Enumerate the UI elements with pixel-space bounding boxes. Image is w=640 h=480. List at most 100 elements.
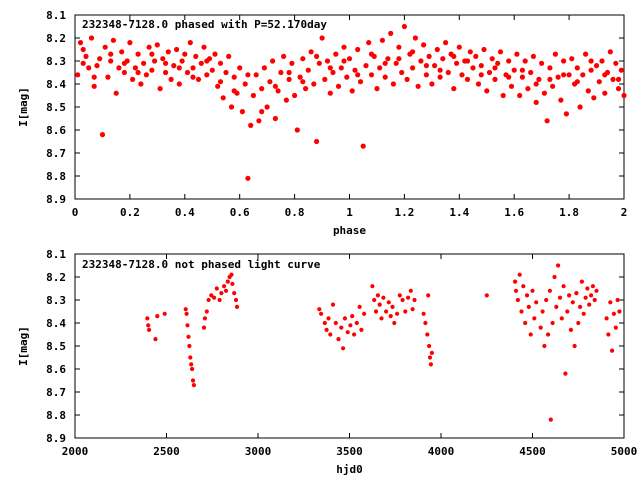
data-point xyxy=(508,83,515,89)
data-point xyxy=(335,83,342,89)
chart-title: 232348-7128.0 not phased light curve xyxy=(82,258,321,271)
data-point xyxy=(464,58,471,64)
data-point xyxy=(561,72,567,78)
data-point xyxy=(533,81,539,87)
data-point xyxy=(382,60,388,66)
data-point xyxy=(395,311,400,316)
data-point xyxy=(146,323,151,328)
y-axis-label: I[mag] xyxy=(17,87,30,127)
data-point xyxy=(437,67,443,73)
data-point xyxy=(604,316,609,321)
data-point xyxy=(328,332,333,337)
data-point xyxy=(186,334,191,339)
data-point xyxy=(242,81,248,87)
data-point xyxy=(572,343,577,349)
x-tick-label: 2000 xyxy=(62,445,89,458)
data-point xyxy=(80,46,86,53)
data-point xyxy=(102,44,108,50)
data-point xyxy=(594,288,599,293)
data-point xyxy=(147,327,152,332)
data-point xyxy=(183,307,188,312)
data-point xyxy=(349,88,355,94)
data-point xyxy=(162,311,167,316)
data-point xyxy=(234,304,240,309)
data-point xyxy=(533,99,539,105)
data-point xyxy=(324,58,331,64)
data-point xyxy=(355,46,361,53)
x-tick-label: 1.6 xyxy=(504,206,524,219)
data-point xyxy=(138,81,144,87)
data-point xyxy=(379,37,385,43)
data-point xyxy=(552,274,557,280)
data-point xyxy=(344,74,350,80)
data-point xyxy=(412,297,417,303)
data-point xyxy=(121,69,127,76)
data-point xyxy=(588,58,594,64)
data-point xyxy=(421,42,427,48)
data-point xyxy=(113,90,119,96)
data-point xyxy=(146,44,152,50)
data-point xyxy=(225,279,230,284)
y-tick-label: 8.7 xyxy=(46,147,66,160)
data-point xyxy=(396,56,402,62)
data-point xyxy=(375,293,380,298)
data-point xyxy=(206,297,211,303)
data-point xyxy=(317,307,322,312)
x-tick-label: 4500 xyxy=(519,445,546,458)
data-point xyxy=(613,325,618,330)
data-point xyxy=(526,304,531,309)
data-point xyxy=(259,109,265,115)
data-point xyxy=(267,79,273,85)
data-point xyxy=(303,86,309,92)
data-point xyxy=(497,49,504,55)
data-point xyxy=(400,297,405,303)
data-point xyxy=(517,92,523,99)
data-point xyxy=(201,44,207,50)
data-point xyxy=(492,65,498,71)
data-point xyxy=(184,311,189,316)
data-point xyxy=(330,69,336,76)
data-point xyxy=(580,72,586,78)
data-point xyxy=(513,279,518,284)
x-tick-label: 1.4 xyxy=(449,206,469,219)
data-point xyxy=(539,60,545,66)
data-point xyxy=(621,92,627,99)
x-tick-label: 4000 xyxy=(428,445,455,458)
data-point xyxy=(135,51,141,57)
data-point xyxy=(314,53,320,60)
data-point xyxy=(217,79,224,85)
data-point xyxy=(599,58,605,64)
data-point xyxy=(401,23,407,30)
data-point xyxy=(219,291,224,296)
data-point xyxy=(324,327,329,332)
data-point xyxy=(589,293,594,298)
data-point xyxy=(410,307,415,312)
data-point xyxy=(617,309,622,314)
data-point xyxy=(478,72,484,78)
data-point xyxy=(513,288,519,293)
y-tick-label: 8.5 xyxy=(46,101,66,114)
data-point xyxy=(360,143,366,149)
data-point xyxy=(372,297,377,303)
data-point xyxy=(88,35,95,41)
data-point xyxy=(187,40,193,46)
data-point xyxy=(561,58,567,64)
y-tick-label: 8.4 xyxy=(46,78,66,91)
data-point xyxy=(437,74,443,80)
data-point xyxy=(392,320,397,326)
data-point xyxy=(308,49,314,55)
data-point xyxy=(459,72,465,78)
data-point xyxy=(202,316,207,321)
data-point xyxy=(566,72,572,78)
data-point xyxy=(190,366,195,372)
data-point xyxy=(204,72,210,78)
data-point xyxy=(145,316,150,321)
data-point xyxy=(259,86,265,92)
data-point xyxy=(91,74,97,80)
data-point xyxy=(143,72,149,78)
data-point xyxy=(540,309,545,314)
data-point xyxy=(110,37,116,43)
data-point xyxy=(388,314,393,319)
data-point xyxy=(602,90,608,96)
data-point xyxy=(574,79,580,85)
